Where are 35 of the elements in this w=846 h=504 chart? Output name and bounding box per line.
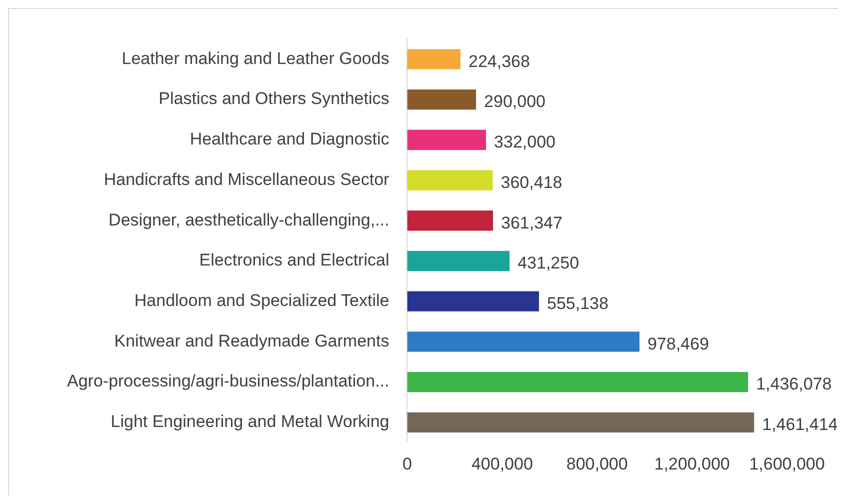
x-tick-label: 0	[402, 454, 412, 474]
y-tick-label: Knitwear and Readymade Garments	[114, 331, 390, 350]
data-label: 978,469	[647, 334, 709, 354]
x-tick-label: 800,000	[566, 454, 628, 474]
y-tick-label: Agro-processing/agri-business/plantation...	[66, 372, 390, 391]
x-tick-label: 400,000	[471, 454, 533, 474]
bar	[407, 210, 493, 231]
x-tick-label: 1,200,000	[654, 454, 730, 474]
bar	[407, 130, 486, 150]
bar	[407, 89, 476, 110]
y-tick-label: Handicrafts and Miscellaneous Sector	[104, 170, 390, 189]
data-label: 290,000	[484, 92, 546, 112]
data-label: 224,368	[468, 52, 530, 71]
y-tick-label: Plastics and Others Synthetics	[158, 89, 390, 108]
y-tick-label: Light Engineering and Metal Working	[110, 412, 390, 432]
bar	[407, 170, 493, 190]
bar	[407, 332, 640, 352]
data-label: 360,418	[500, 172, 562, 192]
bar	[407, 49, 460, 70]
data-label: 1,436,078	[756, 374, 832, 394]
data-label: 1,461,414	[762, 415, 838, 434]
bar	[407, 412, 754, 433]
bar	[407, 250, 510, 272]
data-label: 361,347	[500, 213, 562, 232]
data-label: 431,250	[518, 254, 580, 273]
data-label: 555,138	[546, 294, 608, 314]
y-tick-label: Designer, aesthetically-challenging,...	[108, 210, 390, 230]
y-tick-label: Electronics and Electrical	[199, 250, 390, 270]
y-tick-label: Handloom and Specialized Textile	[134, 291, 390, 310]
bar	[407, 372, 748, 392]
y-tick-label: Leather making and Leather Goods	[122, 48, 390, 68]
y-tick-label: Healthcare and Diagnostic	[190, 130, 390, 149]
bar	[407, 291, 539, 312]
x-tick-label: 1,600,000	[749, 454, 825, 474]
data-label: 332,000	[494, 132, 556, 152]
